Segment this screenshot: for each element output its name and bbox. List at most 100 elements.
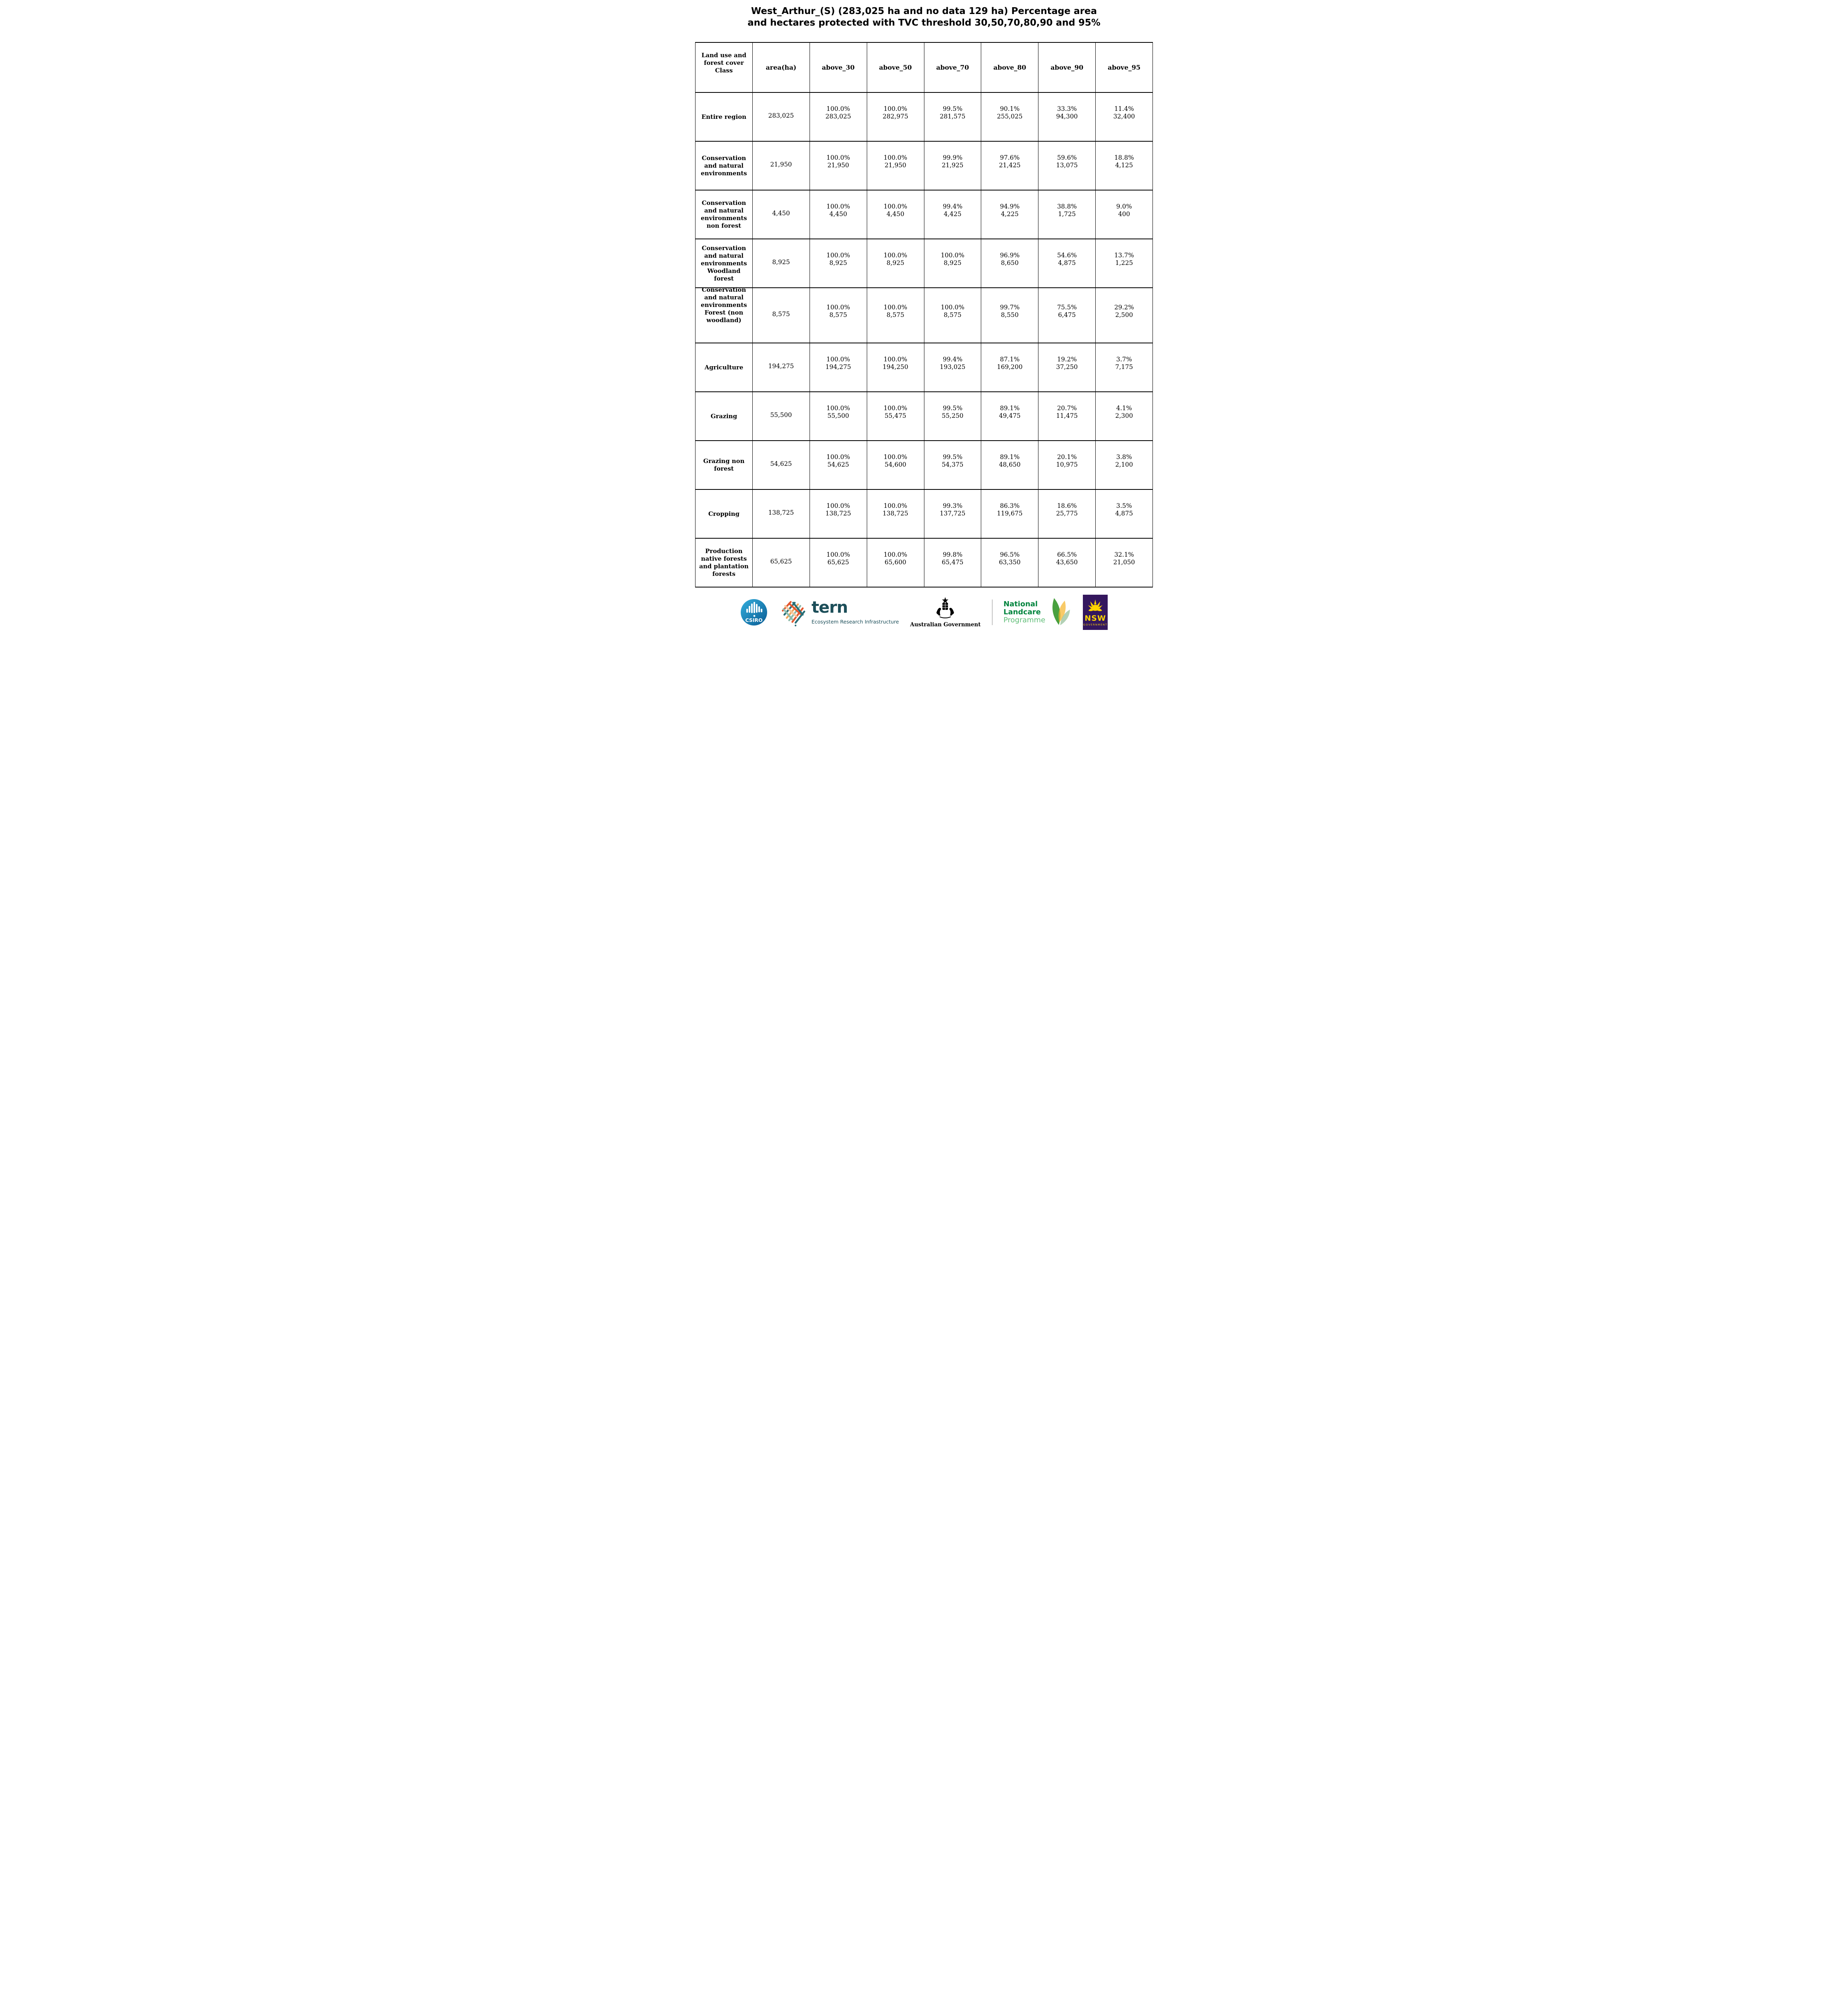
- row-label-cell: Conservation and natural environments Fo…: [695, 286, 753, 344]
- area-cell: 8,925: [752, 239, 810, 289]
- hectares-value: 4,225: [1001, 211, 1019, 218]
- percent-value: 100.0%: [826, 551, 850, 559]
- threshold-cell: 100.0% 55,475: [866, 391, 924, 441]
- hectares-value: 137,725: [940, 510, 966, 517]
- threshold-cell: 100.0% 8,575: [809, 287, 867, 344]
- threshold-cell: 100.0% 55,500: [809, 391, 867, 441]
- hectares-value: 255,025: [997, 113, 1023, 120]
- percent-value: 89.1%: [1000, 453, 1020, 461]
- tern-map-icon: [782, 601, 806, 627]
- landcare-label-programme: Programme: [1003, 616, 1046, 624]
- row-label: Conservation and natural environments Fo…: [701, 286, 747, 324]
- threshold-cell: 100.0% 194,250: [866, 343, 924, 393]
- percent-value: 100.0%: [826, 252, 850, 259]
- hectares-value: 169,200: [997, 363, 1023, 371]
- australian-government-logo: Australian Government: [910, 597, 981, 628]
- hectares-value: 4,450: [886, 211, 904, 218]
- threshold-cell: 99.9% 21,925: [924, 141, 982, 191]
- area-cell: 138,725: [752, 489, 810, 539]
- percent-value: 100.0%: [884, 551, 908, 559]
- hectares-value: 8,550: [1001, 311, 1019, 319]
- threshold-cell: 59.6% 13,075: [1038, 141, 1096, 191]
- threshold-cell: 89.1% 48,650: [981, 440, 1039, 490]
- hectares-value: 8,575: [829, 311, 847, 319]
- threshold-cell: 13.7% 1,225: [1095, 239, 1153, 289]
- threshold-cell: 99.7% 8,550: [981, 287, 1039, 344]
- hectares-value: 65,475: [942, 559, 964, 566]
- table-row: Conservation and natural environments Fo…: [695, 286, 1153, 344]
- percent-value: 100.0%: [826, 453, 850, 461]
- threshold-cell: 9.0% 400: [1095, 190, 1153, 240]
- percent-value: 18.6%: [1057, 502, 1077, 510]
- table-row: Conservation and natural environments Wo…: [695, 239, 1153, 289]
- column-header: above_70: [924, 42, 982, 93]
- hectares-value: 63,350: [999, 559, 1021, 566]
- hectares-value: 25,775: [1056, 510, 1078, 517]
- footer-logos: CSIRO tern: [693, 595, 1155, 630]
- hectares-value: 4,450: [829, 211, 847, 218]
- nsw-government-label: GOVERNMENT: [1083, 623, 1108, 626]
- percent-value: 9.0%: [1116, 203, 1132, 211]
- threshold-cell: 100.0% 194,275: [809, 343, 867, 393]
- percent-value: 100.0%: [940, 252, 964, 259]
- csiro-icon: CSIRO: [740, 599, 767, 626]
- threshold-cell: 94.9% 4,225: [981, 190, 1039, 240]
- threshold-cell: 100.0% 65,625: [809, 538, 867, 588]
- percent-value: 99.4%: [942, 203, 963, 211]
- percent-value: 100.0%: [826, 304, 850, 311]
- percent-value: 66.5%: [1057, 551, 1077, 559]
- threshold-cell: 11.4% 32,400: [1095, 92, 1153, 142]
- csiro-logo: CSIRO: [740, 599, 768, 626]
- table-header: Land use and forest cover Class area(ha) a…: [695, 42, 1153, 93]
- table-row: Conservation and natural environments no…: [695, 190, 1153, 240]
- hectares-value: 2,100: [1115, 461, 1133, 469]
- percent-value: 100.0%: [826, 203, 850, 211]
- percent-value: 87.1%: [1000, 356, 1020, 363]
- percent-value: 20.1%: [1057, 453, 1077, 461]
- percent-value: 100.0%: [884, 405, 908, 412]
- hectares-value: 37,250: [1056, 363, 1078, 371]
- nsw-waratah-icon: [1088, 599, 1103, 611]
- area-cell: 21,950: [752, 141, 810, 191]
- hectares-value: 43,650: [1056, 559, 1078, 566]
- percent-value: 18.8%: [1114, 154, 1134, 162]
- column-header: above_50: [866, 42, 924, 93]
- row-label-cell: Conservation and natural environments: [695, 141, 753, 191]
- hectares-value: 65,600: [884, 559, 906, 566]
- hectares-value: 94,300: [1056, 113, 1078, 120]
- area-cell: 4,450: [752, 190, 810, 240]
- percent-value: 3.7%: [1116, 356, 1132, 363]
- hectares-value: 7,175: [1115, 363, 1133, 371]
- percent-value: 99.8%: [942, 551, 963, 559]
- percent-value: 19.2%: [1057, 356, 1077, 363]
- hectares-value: 48,650: [999, 461, 1021, 469]
- threshold-cell: 3.7% 7,175: [1095, 343, 1153, 393]
- nsw-label: NSW: [1084, 614, 1106, 623]
- percent-value: 32.1%: [1114, 551, 1134, 559]
- threshold-cell: 38.8% 1,725: [1038, 190, 1096, 240]
- threshold-cell: 97.6% 21,425: [981, 141, 1039, 191]
- hectares-value: 21,950: [827, 162, 849, 169]
- threshold-cell: 99.8% 65,475: [924, 538, 982, 588]
- threshold-cell: 20.1% 10,975: [1038, 440, 1096, 490]
- percent-value: 99.5%: [942, 105, 963, 113]
- percent-value: 33.3%: [1057, 105, 1077, 113]
- threshold-cell: 96.9% 8,650: [981, 239, 1039, 289]
- threshold-cell: 99.5% 55,250: [924, 391, 982, 441]
- column-header: above_90: [1038, 42, 1096, 93]
- table-body: Entire region 283,025 100.0% 283,025 100.0% 2…: [695, 92, 1153, 588]
- hectares-value: 194,275: [825, 363, 851, 371]
- threshold-cell: 100.0% 54,600: [866, 440, 924, 490]
- hectares-value: 11,475: [1056, 412, 1078, 420]
- percent-value: 54.6%: [1057, 252, 1077, 259]
- row-label-cell: Grazing non forest: [695, 440, 753, 490]
- percent-value: 75.5%: [1057, 304, 1077, 311]
- threshold-cell: 100.0% 21,950: [866, 141, 924, 191]
- threshold-cell: 100.0% 8,575: [866, 287, 924, 344]
- threshold-cell: 100.0% 54,625: [809, 440, 867, 490]
- area-value: 54,625: [770, 460, 792, 468]
- threshold-cell: 100.0% 8,925: [924, 239, 982, 289]
- area-cell: 54,625: [752, 440, 810, 490]
- hectares-value: 138,725: [825, 510, 851, 517]
- table-row: Grazing non forest 54,625 100.0% 54,625 100.…: [695, 440, 1153, 490]
